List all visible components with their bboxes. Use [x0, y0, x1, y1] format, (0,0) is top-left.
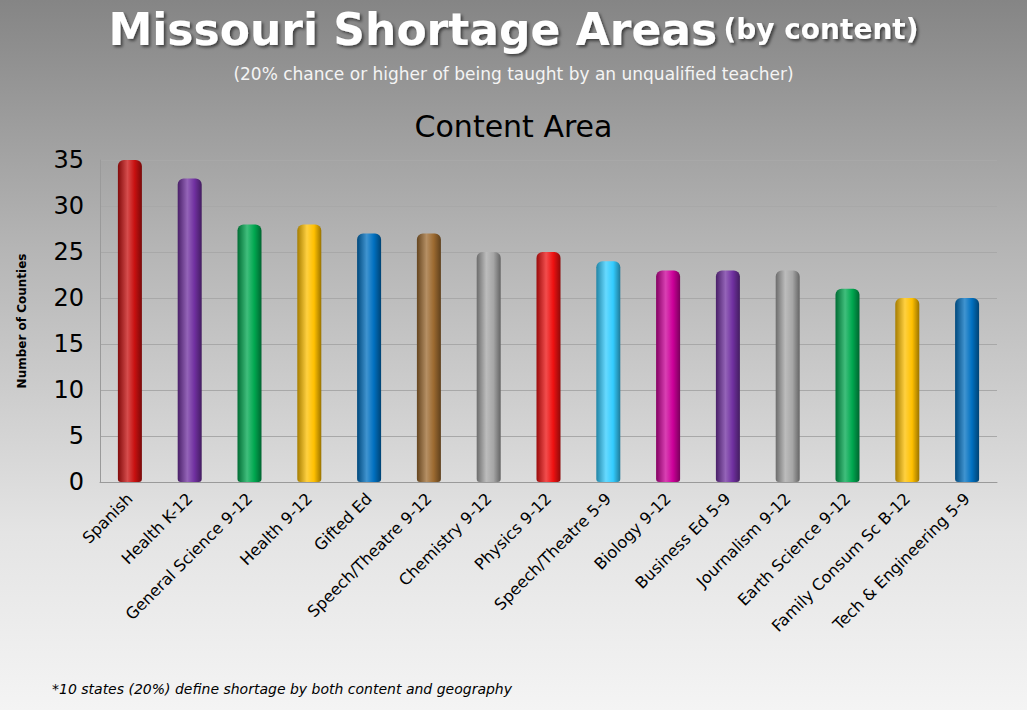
svg-text:Number of Counties: Number of Counties	[15, 254, 29, 389]
svg-text:General Science 9-12: General Science 9-12	[121, 489, 257, 624]
svg-text:15: 15	[53, 330, 84, 358]
svg-text:Gifted Ed: Gifted Ed	[310, 489, 376, 555]
svg-text:Content Area: Content Area	[415, 109, 613, 144]
svg-text:5: 5	[69, 422, 84, 450]
svg-text:Biology 9-12: Biology 9-12	[590, 489, 675, 574]
svg-text:Missouri Shortage Areas: Missouri Shortage Areas	[108, 4, 717, 55]
svg-text:Health 9-12: Health 9-12	[236, 489, 316, 569]
svg-text:Spanish: Spanish	[79, 489, 137, 547]
svg-text:Physics 9-12: Physics 9-12	[470, 489, 556, 574]
svg-text:Family Consum Sc B-12: Family Consum Sc B-12	[767, 489, 914, 636]
svg-text:Chemistry 9-12: Chemistry 9-12	[395, 489, 495, 589]
svg-text:20: 20	[53, 284, 84, 312]
svg-text:(20% chance or higher of being: (20% chance or higher of being taught by…	[233, 64, 793, 84]
svg-text:Journalism 9-12: Journalism 9-12	[692, 489, 795, 592]
svg-text:Business Ed 5-9: Business Ed 5-9	[631, 489, 735, 593]
svg-text:Speech/Theatre 5-9: Speech/Theatre 5-9	[490, 489, 615, 614]
svg-text:*10 states (20%) define shorta: *10 states (20%) define shortage by both…	[52, 681, 513, 697]
svg-text:(by content): (by content)	[723, 13, 918, 46]
svg-text:0: 0	[69, 468, 84, 496]
svg-text:25: 25	[53, 238, 84, 266]
svg-text:Health K-12: Health K-12	[117, 489, 197, 569]
svg-text:30: 30	[53, 192, 84, 220]
svg-text:Speech/Theatre 9-12: Speech/Theatre 9-12	[303, 489, 436, 622]
svg-text:Tech & Engineering 5-9: Tech & Engineering 5-9	[828, 489, 973, 634]
svg-text:Earth Science 9-12: Earth Science 9-12	[734, 489, 854, 609]
svg-text:35: 35	[53, 146, 84, 174]
svg-text:10: 10	[53, 376, 84, 404]
